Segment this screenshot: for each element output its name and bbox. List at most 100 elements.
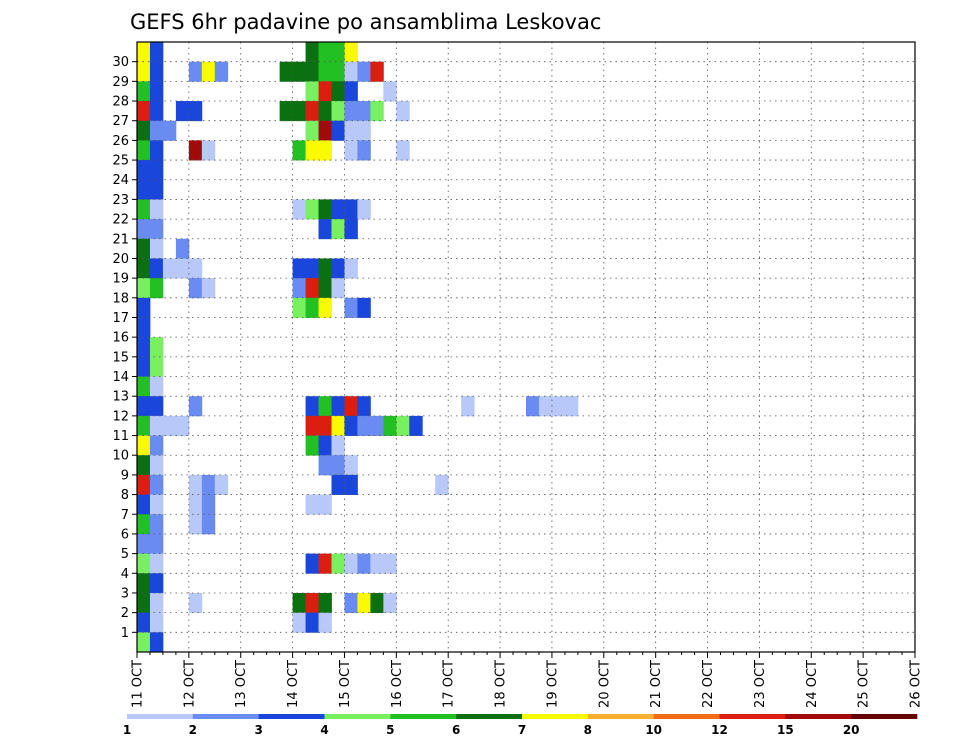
- heatmap-cell: [318, 415, 332, 436]
- heatmap-cell: [292, 592, 306, 614]
- x-tick-label: 19 OCT: [545, 660, 560, 708]
- heatmap-cell: [149, 553, 164, 574]
- heatmap-cell: [331, 435, 345, 456]
- heatmap-cell: [357, 120, 371, 141]
- colorbar-swatch: [324, 714, 391, 719]
- colorbar-label: 1: [123, 723, 131, 737]
- heatmap-cell: [137, 81, 151, 102]
- heatmap-cell: [201, 278, 216, 299]
- heatmap-cell: [149, 258, 164, 279]
- heatmap-cell: [175, 101, 190, 122]
- heatmap-cell: [137, 376, 151, 397]
- heatmap-cell: [344, 474, 358, 495]
- colorbar-label: 2: [189, 723, 197, 737]
- heatmap-cell: [357, 415, 371, 436]
- x-tick-label: 13 OCT: [234, 660, 249, 708]
- heatmap-cell: [331, 42, 345, 63]
- y-axis: 1234567891011121314151617181920212223242…: [112, 55, 137, 641]
- heatmap-cell: [318, 455, 332, 476]
- heatmap-cell: [137, 317, 151, 338]
- heatmap-cell: [435, 474, 449, 495]
- x-tick-label: 16 OCT: [390, 660, 405, 708]
- x-tick-label: 24 OCT: [805, 660, 820, 708]
- heatmap-cell: [318, 219, 332, 240]
- heatmap-cell: [214, 474, 229, 495]
- colorbar-swatch: [127, 714, 194, 719]
- heatmap-cell: [137, 455, 151, 476]
- heatmap-cell: [292, 140, 306, 161]
- heatmap-cell: [331, 199, 345, 220]
- heatmap-cell: [137, 140, 151, 161]
- heatmap-cell: [357, 199, 371, 220]
- heatmap-cell: [305, 553, 319, 574]
- heatmap-cell: [149, 592, 164, 614]
- heatmap-cell: [526, 396, 540, 417]
- heatmap-cell: [188, 396, 203, 417]
- y-tick-label: 1: [121, 626, 129, 641]
- heatmap-cell: [201, 474, 216, 495]
- heatmap-cell: [188, 101, 203, 122]
- heatmap-cell: [344, 140, 358, 161]
- x-tick-label: 17 OCT: [442, 660, 457, 708]
- heatmap-cell: [318, 140, 332, 161]
- heatmap-cell: [137, 278, 151, 299]
- heatmap-cell: [383, 415, 397, 436]
- x-tick-label: 26 OCT: [909, 660, 924, 708]
- y-tick-label: 16: [112, 331, 129, 346]
- heatmap-cell: [137, 356, 151, 377]
- heatmap-cell: [188, 514, 203, 535]
- heatmap-cell: [344, 297, 358, 318]
- heatmap-cell: [318, 199, 332, 220]
- heatmap-cell: [396, 101, 410, 122]
- heatmap-cell: [318, 120, 332, 141]
- colorbar-label: 12: [711, 723, 728, 737]
- y-tick-label: 12: [112, 409, 129, 424]
- heatmap-cell: [344, 553, 358, 574]
- colorbar-label: 7: [518, 723, 526, 737]
- heatmap-cell: [305, 199, 319, 220]
- heatmap-cell: [305, 61, 319, 82]
- heatmap-cell: [331, 61, 345, 82]
- heatmap-cell: [162, 415, 177, 436]
- heatmap-cell: [305, 435, 319, 456]
- heatmap-cell: [357, 140, 371, 161]
- heatmap-cell: [137, 258, 151, 279]
- y-tick-label: 22: [112, 213, 129, 228]
- heatmap-cell: [149, 337, 164, 358]
- heatmap-cell: [292, 297, 306, 318]
- heatmap-cell: [331, 278, 345, 299]
- heatmap-cell: [344, 120, 358, 141]
- y-tick-label: 20: [112, 252, 129, 267]
- heatmap-cell: [461, 396, 475, 417]
- heatmap-cell: [137, 179, 151, 200]
- heatmap-cell: [201, 140, 216, 161]
- colorbar-label: 20: [843, 723, 860, 737]
- heatmap-cell: [305, 120, 319, 141]
- colorbar: 1 2 3 4 5 6 7 8 10 12 15 20: [123, 714, 918, 737]
- heatmap-cell: [318, 61, 332, 82]
- heatmap-cell: [149, 573, 164, 594]
- heatmap-cell: [357, 101, 371, 122]
- heatmap-cell: [149, 632, 164, 653]
- y-tick-label: 6: [121, 527, 129, 542]
- heatmap-cell: [370, 61, 384, 82]
- heatmap-cell: [137, 42, 151, 63]
- heatmap-cell: [149, 81, 164, 102]
- heatmap-cell: [344, 42, 358, 63]
- heatmap-cell: [344, 592, 358, 614]
- heatmap-cell: [201, 514, 216, 535]
- heatmap-cell: [292, 61, 306, 82]
- colorbar-swatch: [785, 714, 852, 719]
- heatmap-cell: [357, 61, 371, 82]
- heatmap-cell: [305, 297, 319, 318]
- x-tick-label: 21 OCT: [649, 660, 664, 708]
- heatmap-cell: [318, 494, 332, 515]
- y-tick-label: 15: [112, 350, 129, 365]
- heatmap-cell: [137, 101, 151, 122]
- heatmap-cell: [137, 297, 151, 318]
- heatmap-cell: [201, 61, 216, 82]
- heatmap-cell: [149, 612, 164, 633]
- heatmap-cell: [137, 632, 151, 653]
- heatmap-cell: [318, 101, 332, 122]
